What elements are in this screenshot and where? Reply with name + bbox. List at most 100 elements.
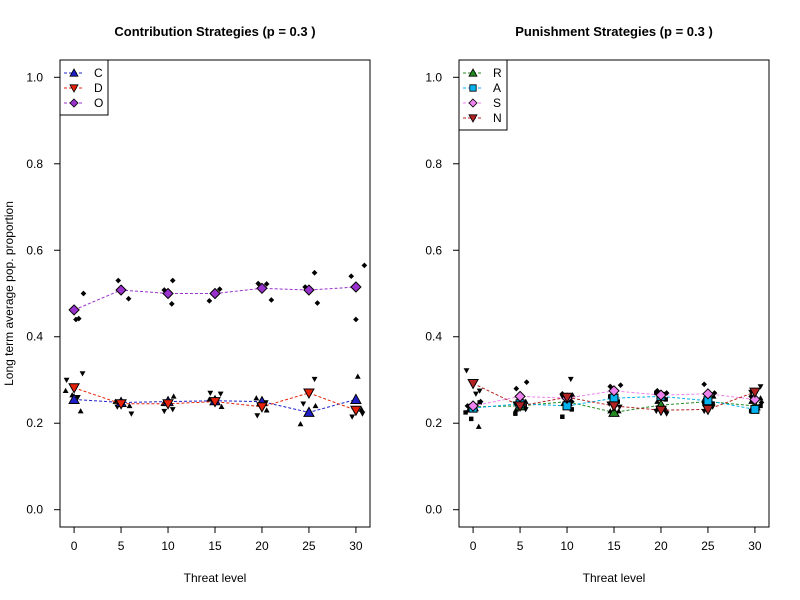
legend-marker-N [468,114,478,123]
replicate-point-R [475,423,482,429]
x-tick-label: 15 [607,539,621,553]
replicate-point-D [300,401,307,407]
replicate-point-O [80,290,87,297]
replicate-point-N [757,384,764,390]
y-axis-label: Long term average pop. proportion [2,201,16,386]
replicate-point-D [254,413,261,419]
x-tick-label: 30 [748,539,762,553]
y-tick-label: 0.8 [425,157,442,171]
x-tick-label: 10 [161,539,175,553]
y-tick-label: 0.0 [26,503,43,517]
replicate-point-D [359,411,366,417]
mean-point-D [209,397,221,408]
legend-label-N: N [493,111,502,125]
data-layer [463,368,765,429]
replicate-point-S [711,390,718,396]
x-tick-label: 5 [517,539,524,553]
replicate-point-O [169,277,176,284]
replicate-point-O [255,280,262,287]
x-axis-label: Threat level [184,571,247,585]
replicate-point-S [477,398,484,405]
x-tick-label: 25 [701,539,715,553]
replicate-point-C [263,407,270,413]
replicate-point-D [74,395,81,401]
replicate-point-O [125,295,132,302]
replicate-point-A [468,416,474,422]
replicate-point-C [358,406,365,412]
replicate-point-C [126,402,133,409]
replicate-point-C [218,403,225,410]
mean-point-O [303,284,315,296]
mean-point-D [256,402,268,413]
replicate-point-S [701,381,708,388]
x-tick-label: 15 [208,539,222,553]
y-tick-label: 1.0 [425,70,442,84]
y-tick-label: 0.2 [26,416,43,430]
mean-point-O [350,281,362,293]
replicate-point-N [663,411,670,417]
mean-point-N [467,378,479,390]
legend-label-R: R [493,66,502,80]
legend-marker-D [69,84,79,93]
x-axis-label: Threat level [583,571,646,585]
mean-point-D [115,399,127,410]
y-tick-label: 1.0 [26,70,43,84]
replicate-point-D [128,411,135,417]
replicate-point-O [314,300,321,306]
x-tick-label: 10 [560,539,574,553]
replicate-point-D [79,371,86,377]
mean-point-D [303,388,315,399]
replicate-point-C [170,393,177,399]
replicate-point-C [62,387,69,394]
x-tick-label: 0 [470,539,477,553]
replicate-point-D [63,377,70,383]
x-tick-label: 20 [654,539,668,553]
chart-panel-1: Contribution Strategies (p = 0.3 ) 0 5 10 15… [2,24,371,585]
replicate-point-O [168,301,175,307]
mean-point-N [749,387,761,399]
replicate-point-A [463,410,468,415]
mean-point-N [655,405,667,417]
mean-point-N [608,401,620,412]
mean-point-N [514,401,526,412]
legend: CDO [59,59,109,116]
y-tick-label: 0.8 [26,157,43,171]
mean-point-S [514,390,526,403]
mean-point-N [561,392,573,404]
mean-point-S [749,393,761,406]
replicate-point-N [463,368,470,374]
replicate-point-A [560,414,565,419]
legend-marker-C [69,68,79,77]
replicate-point-O [115,277,122,284]
replicate-point-N [567,376,574,383]
x-tick-label: 0 [71,539,78,553]
chart-title: Contribution Strategies (p = 0.3 ) [114,24,315,39]
mean-point-O [68,304,80,316]
replicate-point-D [217,391,224,397]
legend-label-O: O [94,96,103,110]
legend-marker-R [468,68,478,77]
mean-point-C [68,393,80,404]
mean-point-O [256,282,268,295]
replicate-point-N [616,404,623,410]
y-tick-label: 0.6 [26,243,43,257]
legend-marker-O [69,98,79,108]
chart-title: Punishment Strategies (p = 0.3 ) [515,24,713,39]
replicate-point-D [311,376,318,383]
mean-point-A [750,404,760,414]
y-tick-label: 0.6 [425,243,442,257]
replicate-point-D [169,407,176,413]
legend-box [59,59,109,116]
mean-point-N [702,404,714,416]
replicate-point-O [353,316,359,323]
x-tick-label: 30 [349,539,363,553]
legend-label-C: C [94,66,103,80]
replicate-point-O [216,286,223,293]
replicate-point-C [312,402,319,409]
y-tick-label: 0.4 [26,330,43,344]
replicate-point-O [361,262,368,269]
replicate-point-C [77,408,84,414]
replicate-point-R [615,408,622,414]
